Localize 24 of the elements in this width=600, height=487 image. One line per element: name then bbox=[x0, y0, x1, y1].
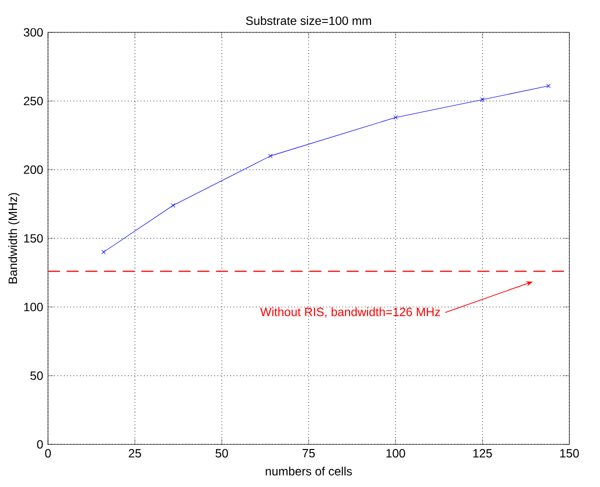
point bbox=[170, 203, 176, 208]
y-tick-label: 0 bbox=[37, 440, 43, 449]
point bbox=[101, 250, 106, 254]
x-tick-label: 100 bbox=[386, 449, 406, 458]
y-tick-label: 150 bbox=[24, 234, 43, 243]
point bbox=[546, 84, 551, 88]
x-tick-label: 0 bbox=[45, 449, 51, 458]
y-axis-title: Bandwidth (MHz) bbox=[8, 193, 20, 284]
y-tick-label: 100 bbox=[24, 302, 43, 312]
x-tick-label: 125 bbox=[473, 449, 492, 458]
y-tick-label: 300 bbox=[24, 28, 43, 37]
chart-title: Substrate size=100 mm bbox=[246, 16, 372, 25]
y-tick-label: 250 bbox=[24, 96, 43, 106]
x-tick-label: 75 bbox=[302, 449, 315, 458]
x-axis-title: numbers of cells bbox=[266, 466, 352, 476]
x-tick-label: 50 bbox=[216, 449, 228, 458]
y-tick-label: 200 bbox=[24, 165, 43, 174]
point bbox=[268, 154, 273, 158]
ref-line-label: Without RIS, bandwidth=126 MHz bbox=[260, 307, 440, 318]
x-tick-label: 25 bbox=[128, 449, 142, 458]
x-tick-label: 150 bbox=[560, 449, 579, 458]
y-tick-label: 50 bbox=[30, 371, 43, 380]
point bbox=[393, 115, 398, 120]
point bbox=[480, 97, 485, 102]
